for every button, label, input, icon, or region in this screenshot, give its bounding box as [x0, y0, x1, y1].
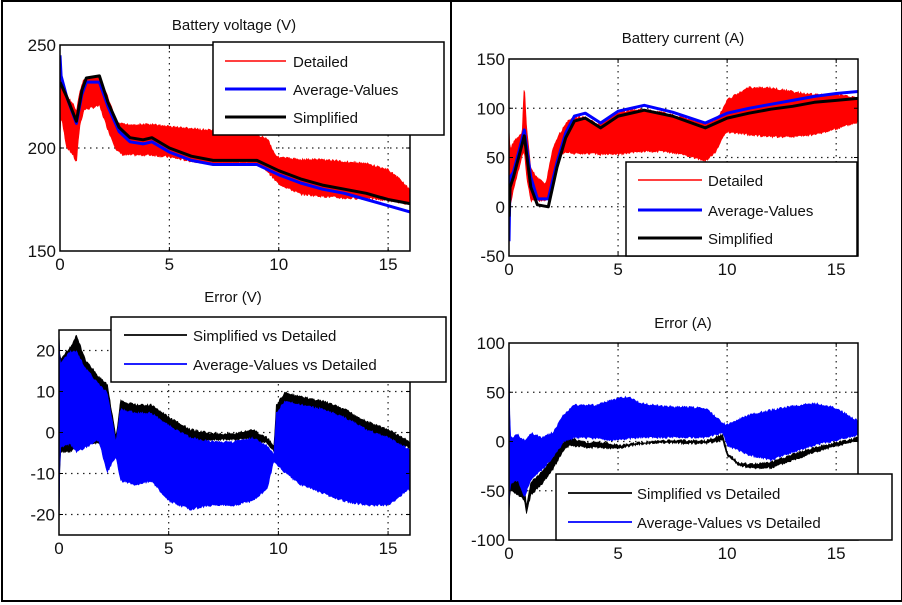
- y-tick-label: 100: [477, 99, 505, 118]
- x-tick-label: 15: [827, 544, 846, 563]
- x-tick-label: 5: [613, 544, 622, 563]
- x-tick-label: 5: [165, 255, 174, 274]
- x-tick-label: 10: [718, 260, 737, 279]
- legend-label: Simplified vs Detailed: [637, 486, 780, 503]
- y-tick-label: 0: [496, 433, 505, 452]
- y-tick-label: 50: [486, 383, 505, 402]
- x-tick-label: 10: [269, 255, 288, 274]
- series-average-values: [509, 90, 858, 242]
- panel-divider: [450, 0, 452, 602]
- panel-error-voltage: 0 5 10 15 -20 -10 0 10 20 Simplified vs Detailed A…: [30, 289, 447, 558]
- panel-error-current: 0 5 10 15 -100 -50 0 50 100 Simplified vs Detaile…: [471, 315, 893, 563]
- legend-label: Detailed: [708, 173, 763, 190]
- y-tick-label: 100: [477, 334, 505, 353]
- y-tick-label: -50: [480, 247, 505, 266]
- x-tick-label: 10: [718, 544, 737, 563]
- legend-label: Simplified: [293, 110, 358, 127]
- y-tick-label: 150: [28, 242, 56, 261]
- chart-title: Error (A): [654, 315, 712, 332]
- series-average-values-vs-detailed: [509, 343, 858, 515]
- y-tick-label: -50: [480, 482, 505, 501]
- legend-label: Average-Values vs Detailed: [193, 357, 377, 374]
- legend: Simplified vs Detailed Average-Values vs …: [555, 473, 893, 541]
- series-group: [60, 48, 410, 214]
- legend: Simplified vs Detailed Average-Values vs …: [110, 316, 447, 383]
- legend: Detailed Average-Values Simplified: [625, 161, 858, 257]
- x-tick-label: 15: [379, 539, 398, 558]
- y-tick-label: 0: [46, 424, 55, 443]
- y-tick-label: 200: [28, 139, 56, 158]
- y-tick-label: -20: [30, 506, 55, 525]
- chart-title: Battery current (A): [622, 30, 745, 47]
- y-tick-label: 0: [496, 198, 505, 217]
- series-simplified: [509, 96, 858, 217]
- chart-title: Battery voltage (V): [172, 17, 296, 34]
- x-tick-label: 0: [54, 539, 63, 558]
- series-simplified: [60, 74, 410, 206]
- legend-label: Average-Values: [708, 203, 813, 220]
- series-simplified-vs-detailed: [509, 343, 858, 520]
- legend-label: Detailed: [293, 54, 348, 71]
- legend-label: Average-Values: [293, 82, 398, 99]
- legend-label: Average-Values vs Detailed: [637, 515, 821, 532]
- chart-title: Error (V): [204, 289, 262, 306]
- x-tick-label: 5: [164, 539, 173, 558]
- legend-box: [110, 316, 447, 383]
- y-tick-label: -10: [30, 465, 55, 484]
- legend-label: Simplified: [708, 231, 773, 248]
- x-tick-label: 15: [827, 260, 846, 279]
- x-tick-label: 10: [269, 539, 288, 558]
- y-tick-label: 150: [477, 50, 505, 69]
- series-detailed: [60, 48, 410, 206]
- panel-battery-voltage: 0 5 10 15 150 200 250 Detailed Average-Values Sim…: [28, 17, 445, 274]
- y-tick-label: -100: [471, 531, 505, 550]
- y-tick-label: 10: [36, 383, 55, 402]
- x-tick-label: 15: [379, 255, 398, 274]
- series-group: [509, 86, 858, 256]
- x-tick-label: 0: [55, 255, 64, 274]
- series-average-values-vs-detailed: [59, 331, 410, 534]
- x-tick-label: 5: [613, 260, 622, 279]
- x-tick-label: 0: [504, 544, 513, 563]
- x-tick-label: 0: [504, 260, 513, 279]
- legend-box: [555, 473, 893, 541]
- series-group: [509, 343, 858, 520]
- series-detailed: [509, 86, 858, 256]
- legend: Detailed Average-Values Simplified: [212, 41, 445, 136]
- panel-battery-current: 0 5 10 15-50050100150DetailedAverage-Values…: [477, 30, 859, 279]
- legend-label: Simplified vs Detailed: [193, 328, 336, 345]
- series-group: [59, 331, 410, 535]
- y-tick-label: 20: [36, 342, 55, 361]
- y-tick-label: 50: [486, 149, 505, 168]
- y-tick-label: 250: [28, 36, 56, 55]
